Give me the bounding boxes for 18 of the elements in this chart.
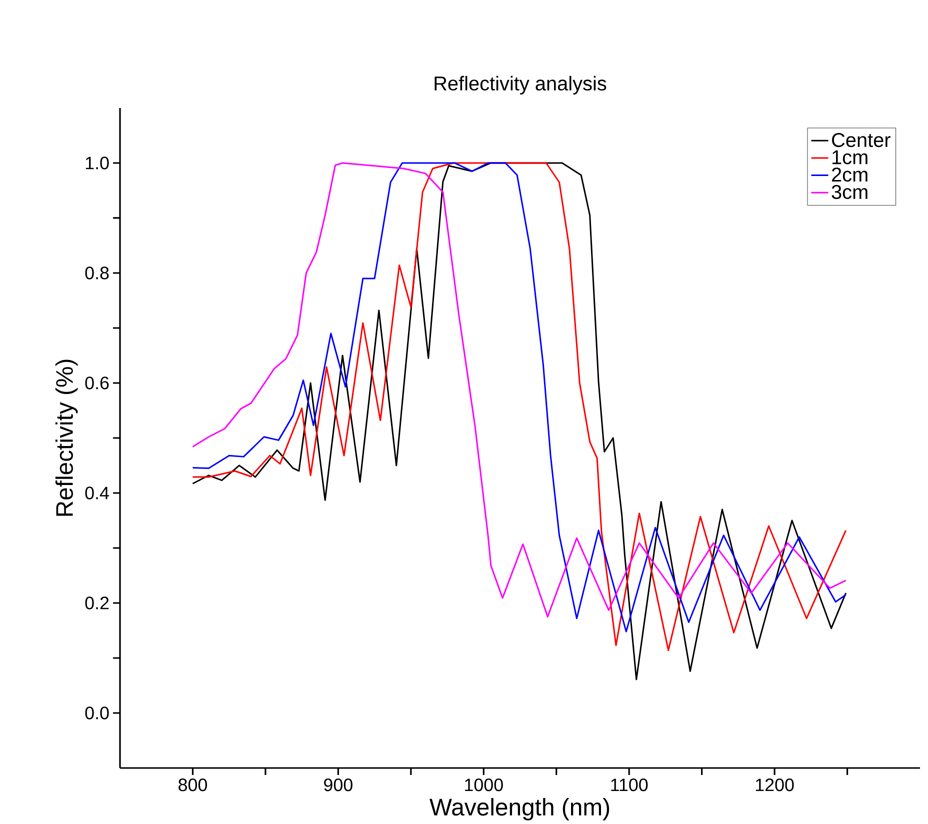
y-tick-label: 0.8	[85, 266, 109, 280]
x-tick-label: 1200	[756, 778, 794, 792]
y-tick-label: 0.6	[85, 376, 109, 390]
legend-label: 3cm	[832, 185, 868, 200]
legend-label: 2cm	[832, 168, 868, 182]
x-tick-label: 900	[324, 778, 352, 792]
y-tick-label: 0.2	[85, 596, 109, 610]
chart-title: Reflectivity analysis	[434, 76, 606, 95]
x-tick-label: 1100	[611, 778, 648, 792]
legend-label: Center	[832, 133, 890, 148]
y-tick-label: 0.4	[85, 486, 109, 500]
y-tick-label: 1.0	[86, 156, 109, 170]
x-axis-title: Wavelength (nm)	[430, 798, 610, 821]
x-tick-label: 1000	[465, 778, 503, 792]
y-tick-label: 0.0	[85, 706, 109, 720]
legend-label: 1cm	[832, 150, 868, 164]
x-tick-label: 800	[178, 778, 207, 792]
y-axis-title: Reflectivity (%)	[55, 360, 78, 516]
